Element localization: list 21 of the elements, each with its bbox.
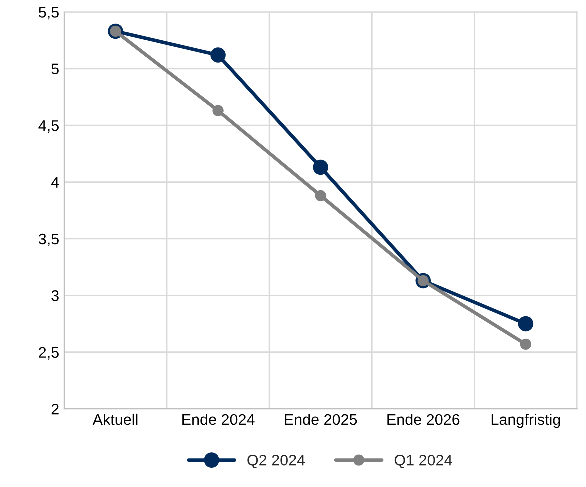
- y-tick-label: 3,5: [38, 234, 59, 246]
- y-tick-label: 2,5: [39, 347, 59, 360]
- x-tick-label: Ende 2026: [388, 414, 460, 426]
- point: [518, 316, 534, 332]
- x-tick-label: Ende 2024: [182, 414, 255, 426]
- y-tick-label: 5: [52, 64, 59, 75]
- x-tick-label: Aktuell: [92, 414, 138, 426]
- point: [313, 160, 328, 176]
- x-tick-label: Langfristig: [492, 414, 560, 428]
- y-tick-label: 5,5: [38, 7, 59, 20]
- legend-label: Q1 2024: [394, 454, 452, 469]
- x-tick-label: Ende 2025: [285, 414, 358, 426]
- y-tick-label: 2: [52, 404, 59, 415]
- point: [315, 190, 326, 202]
- point: [212, 105, 224, 116]
- y-tick-label: 3: [52, 290, 59, 302]
- point: [520, 338, 532, 350]
- legend-label: Q2 2024: [248, 454, 306, 469]
- y-tick-label: 4,5: [38, 120, 59, 134]
- point: [210, 48, 226, 63]
- y-tick-label: 4: [51, 177, 60, 188]
